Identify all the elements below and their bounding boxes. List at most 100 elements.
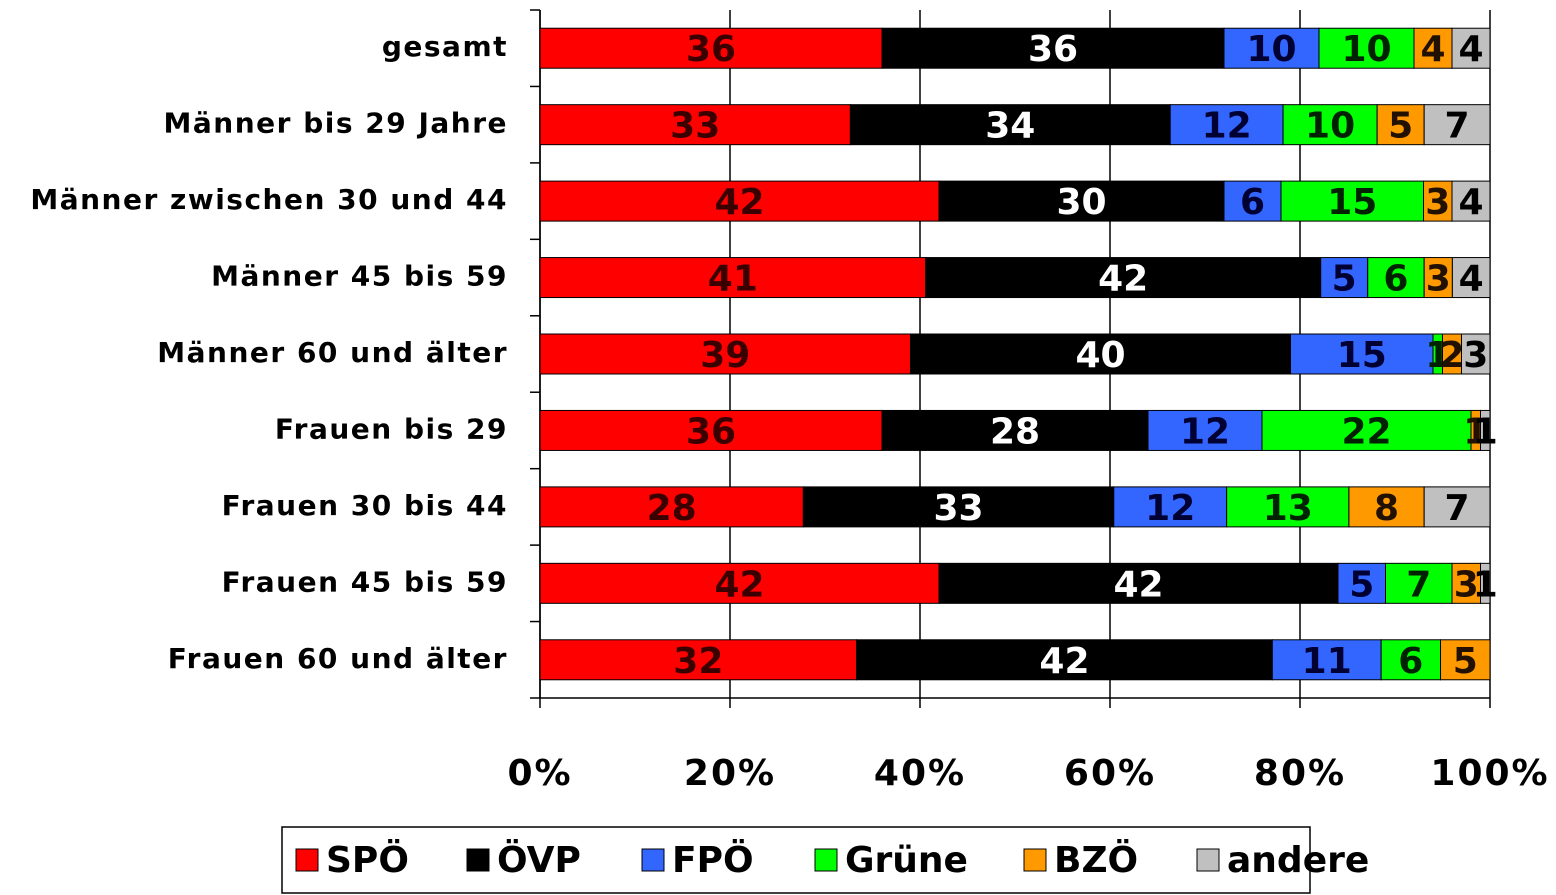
bar-segment [539,639,858,681]
data-label: 42 [714,182,764,223]
bar-segment [856,639,1273,681]
bar-segment [938,562,1339,604]
data-label: 40 [1075,335,1125,376]
data-label: 34 [985,106,1035,147]
data-label: 6 [1383,259,1408,300]
bar-segment [539,257,927,299]
bar-segment [881,27,1225,69]
bar-segment [802,486,1115,528]
bar-segment [1226,486,1350,528]
x-tick-label: 100% [1430,753,1549,794]
data-label: 3 [1463,335,1488,376]
y-tick-label: Frauen 30 bis 44 [222,489,508,522]
bar-segment [539,27,883,69]
data-label: 39 [700,335,750,376]
data-label: 2 [1439,335,1464,376]
bar-segment [1290,333,1434,375]
y-tick-label: Männer zwischen 30 und 44 [30,183,508,216]
y-tick-label: Männer 60 und älter [157,336,508,369]
bar-segment [1423,180,1453,222]
bar-segment [1423,104,1491,146]
bar-segment [881,409,1149,451]
data-label: 12 [1202,106,1252,147]
data-label: 10 [1246,29,1296,70]
data-label: 10 [1341,29,1391,70]
y-tick-label: Frauen bis 29 [275,412,508,445]
data-label: 15 [1337,335,1387,376]
bar-segment [1451,27,1491,69]
data-label: 28 [647,488,697,529]
bar-segment [1348,486,1425,528]
bar-segment [1367,257,1425,299]
data-label: 3 [1454,564,1479,605]
y-tick-label: gesamt [382,30,508,63]
data-label: 36 [1028,29,1078,70]
y-tick-label: Männer 45 bis 59 [211,260,508,293]
bar-segment [1423,257,1453,299]
x-tick-label: 60% [1064,753,1156,794]
data-label: 22 [1341,411,1391,452]
bar-segment [1337,562,1386,604]
bar-segment [539,562,940,604]
legend-label: andere [1227,840,1369,881]
data-label: 7 [1406,564,1431,605]
bar-segment [539,409,883,451]
bar-segment [1451,562,1481,604]
bar-segment [1480,409,1491,451]
legend-box [281,826,1311,894]
data-label: 12 [1145,488,1195,529]
data-label: 42 [1113,564,1163,605]
bar-segment [1271,639,1382,681]
bar-segment [1113,486,1228,528]
data-label: 1 [1473,564,1498,605]
bar-segment [938,180,1225,222]
bar-segment [1440,639,1491,681]
data-label: 5 [1349,564,1374,605]
x-tick-label: 20% [684,753,776,794]
data-label: 8 [1374,488,1399,529]
data-label: 32 [673,641,723,682]
data-label: 3 [1425,182,1450,223]
data-label: 7 [1445,488,1470,529]
data-label: 4 [1459,259,1484,300]
data-label: 10 [1305,106,1355,147]
data-label: 12 [1180,411,1230,452]
y-tick-label: Frauen 60 und älter [168,642,508,675]
bar-segment [1261,409,1472,451]
data-label: 4 [1458,182,1483,223]
legend-label: SPÖ [326,839,409,881]
data-label: 4 [1420,29,1445,70]
bar-segment [1318,27,1415,69]
bar-segment [1147,409,1263,451]
legend-swatch [295,848,319,872]
data-label: 11 [1302,641,1352,682]
bar-segment [1223,27,1320,69]
legend-swatch [466,848,490,872]
data-label: 7 [1445,106,1470,147]
data-label: 13 [1263,488,1313,529]
y-tick-label: Frauen 45 bis 59 [222,565,508,598]
bar-segment [1320,257,1369,299]
bar-segment [1280,180,1424,222]
bar-segment [1461,333,1491,375]
legend-swatch [1023,848,1047,872]
legend-label: FPÖ [672,839,754,881]
legend-label: ÖVP [497,839,581,881]
data-label: 33 [934,488,984,529]
bar-segment [910,333,1291,375]
x-tick-label: 80% [1254,753,1346,794]
data-label: 42 [714,564,764,605]
data-label: 28 [990,411,1040,452]
legend-swatch [814,848,838,872]
legend-swatch [1196,848,1220,872]
legend-swatch [641,848,665,872]
data-label: 4 [1458,29,1483,70]
data-label: 3 [1426,259,1451,300]
x-tick-label: 0% [507,753,572,794]
bar-segment [1282,104,1378,146]
bar-segment [1480,562,1491,604]
legend-label: BZÖ [1054,839,1138,881]
y-tick-label: Männer bis 29 Jahre [164,107,508,140]
bar-segment [1451,180,1491,222]
data-label: 36 [686,411,736,452]
